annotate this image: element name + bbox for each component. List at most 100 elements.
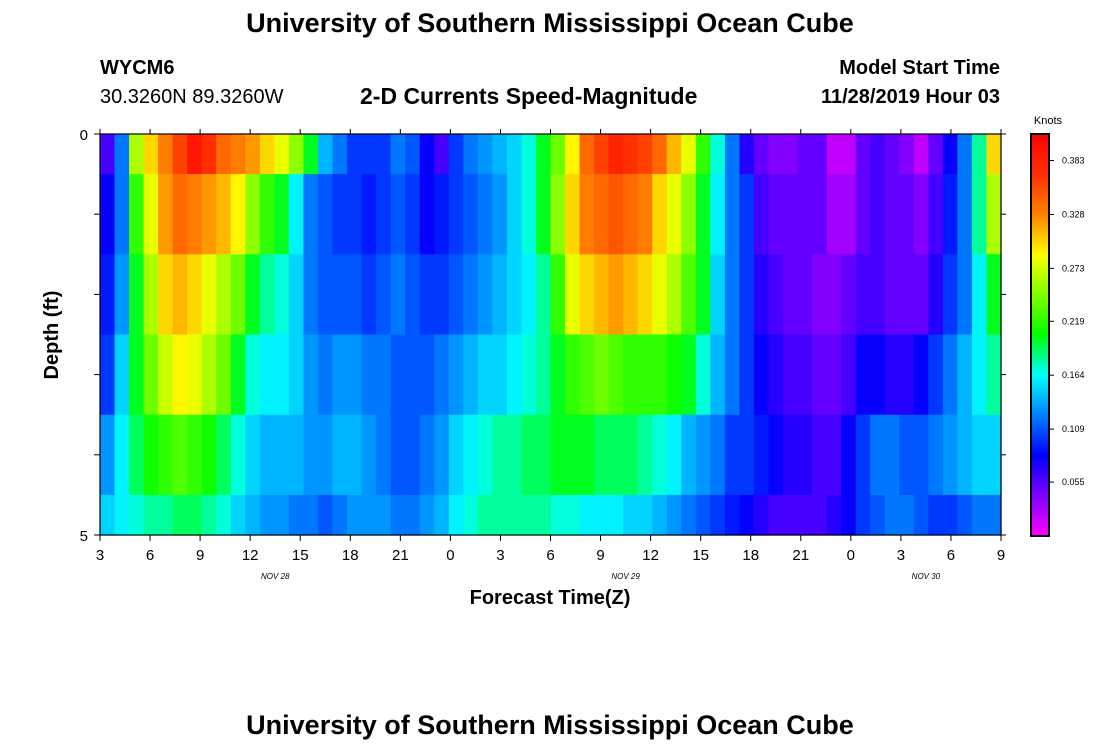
heatmap-cell <box>535 174 552 255</box>
heatmap-cell <box>100 334 116 416</box>
heatmap-cell <box>579 494 595 536</box>
heatmap-cell <box>143 494 159 536</box>
heatmap-cell <box>783 414 799 496</box>
heatmap-cell <box>390 414 406 496</box>
page-title: University of Southern Mississippi Ocean… <box>246 8 854 38</box>
heatmap-cell <box>826 414 842 496</box>
heatmap-cell <box>245 134 261 175</box>
heatmap-cell <box>448 414 464 496</box>
heatmap-cell <box>143 174 159 255</box>
heatmap-cell <box>521 254 537 336</box>
heatmap-cell <box>971 494 988 536</box>
heatmap-cell <box>695 254 711 336</box>
heatmap-cell <box>855 254 871 336</box>
heatmap-cell <box>376 494 392 536</box>
heatmap-cell <box>812 134 828 175</box>
heatmap-cell <box>129 494 145 536</box>
heatmap-cell <box>681 174 697 255</box>
heatmap-cell <box>114 134 130 175</box>
heatmap-cell <box>812 254 828 336</box>
x-tick-label: 18 <box>742 547 759 564</box>
heatmap-cell <box>405 254 421 336</box>
heatmap-cell <box>230 334 246 416</box>
heatmap-cell <box>521 134 537 175</box>
heatmap-cell <box>143 134 159 175</box>
heatmap-cell <box>114 334 130 416</box>
heatmap-cell <box>317 134 334 175</box>
heatmap-cell <box>870 254 886 336</box>
heatmap-cell <box>201 334 217 416</box>
heatmap-cell <box>303 334 319 416</box>
heatmap-cell <box>114 174 130 255</box>
heatmap-cell <box>492 174 508 255</box>
heatmap-cell <box>463 134 479 175</box>
heatmap-cell <box>477 254 493 336</box>
heatmap-cell <box>434 134 450 175</box>
heatmap-cell <box>812 494 828 536</box>
heatmap-cell <box>768 414 784 496</box>
heatmap-cell <box>724 134 741 175</box>
heatmap-cell <box>259 134 275 175</box>
heatmap-cell <box>187 334 203 416</box>
heatmap-cell <box>550 334 566 416</box>
heatmap-cells <box>100 134 1002 536</box>
heatmap-cell <box>201 254 217 336</box>
heatmap-cell <box>608 174 624 255</box>
heatmap-cell <box>477 414 493 496</box>
heatmap-cell <box>317 414 334 496</box>
heatmap-cell <box>463 334 479 416</box>
heatmap-cell <box>884 334 900 416</box>
heatmap-cell <box>259 174 275 255</box>
heatmap-cell <box>303 494 319 536</box>
heatmap-cell <box>753 494 770 536</box>
heatmap-cell <box>172 174 188 255</box>
heatmap-cell <box>768 254 784 336</box>
heatmap-cell <box>986 254 1002 336</box>
heatmap-cell <box>826 254 842 336</box>
heatmap-cell <box>245 174 261 255</box>
heatmap-cell <box>477 174 493 255</box>
colorbar-tick-label: 0.219 <box>1062 316 1085 326</box>
heatmap-cell <box>710 254 726 336</box>
heatmap-cell <box>390 254 406 336</box>
heatmap-cell <box>550 254 566 336</box>
heatmap-cell <box>419 134 435 175</box>
heatmap-cell <box>623 334 639 416</box>
heatmap-cell <box>652 334 668 416</box>
x-tick-label: 21 <box>792 547 809 564</box>
heatmap-cell <box>783 334 799 416</box>
heatmap-cell <box>826 494 842 536</box>
heatmap-cell <box>681 414 697 496</box>
heatmap-cell <box>637 134 653 175</box>
heatmap-cell <box>753 334 770 416</box>
heatmap-cell <box>245 414 261 496</box>
heatmap-cell <box>841 414 857 496</box>
heatmap-cell <box>783 494 799 536</box>
heatmap-cell <box>855 174 871 255</box>
heatmap-cell <box>419 254 435 336</box>
heatmap-cell <box>899 494 915 536</box>
heatmap-cell <box>521 494 537 536</box>
heatmap-cell <box>971 174 988 255</box>
x-tick-label: 3 <box>897 547 905 564</box>
heatmap-cell <box>158 334 174 416</box>
heatmap-cell <box>928 414 944 496</box>
heatmap-cell <box>942 174 958 255</box>
heatmap-cell <box>681 134 697 175</box>
heatmap-cell <box>899 134 915 175</box>
footer-title: University of Southern Mississippi Ocean… <box>246 710 854 740</box>
heatmap-cell <box>405 494 421 536</box>
heatmap-cell <box>274 134 290 175</box>
heatmap-cell <box>826 174 842 255</box>
heatmap-cell <box>594 414 610 496</box>
heatmap-cell <box>347 414 363 496</box>
heatmap-cell <box>724 254 741 336</box>
heatmap-cell <box>710 174 726 255</box>
heatmap-cell <box>768 334 784 416</box>
heatmap-cell <box>942 414 958 496</box>
heatmap-cell <box>303 254 319 336</box>
heatmap-cell <box>434 174 450 255</box>
y-tick-label: 5 <box>80 528 88 545</box>
heatmap-cell <box>158 494 174 536</box>
